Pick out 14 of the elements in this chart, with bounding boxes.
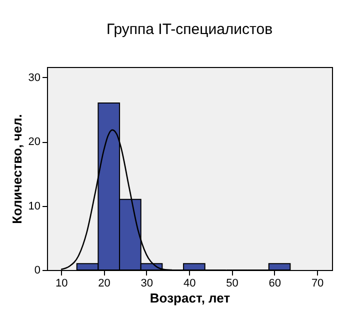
x-tick-label: 60 (268, 278, 282, 290)
y-tick-label: 0 (34, 264, 40, 276)
x-tick-label: 50 (226, 278, 238, 290)
y-axis-title: Количество, чел. (9, 114, 24, 224)
y-tick-label: 30 (28, 72, 40, 84)
x-tick-label: 70 (311, 278, 324, 290)
x-tick-label: 20 (98, 278, 110, 290)
y-tick-label: 10 (28, 200, 40, 212)
x-tick-label: 10 (55, 278, 68, 290)
chart-title: Группа IT-специалистов (106, 21, 273, 38)
x-axis-title: Возраст, лет (150, 290, 230, 306)
x-tick-label: 40 (183, 278, 196, 290)
y-tick-label: 20 (28, 136, 40, 148)
x-tick-label: 30 (140, 278, 154, 290)
